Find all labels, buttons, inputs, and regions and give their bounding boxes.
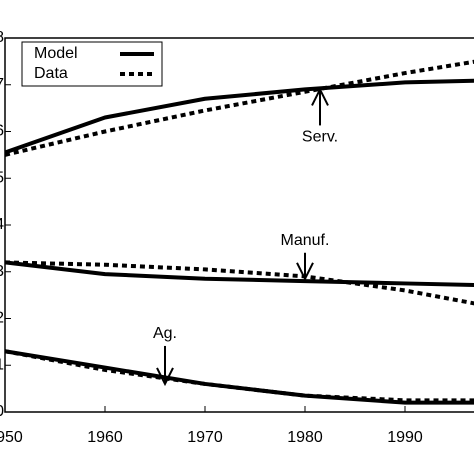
annotation-arrowhead xyxy=(296,262,314,281)
annotation: Serv. xyxy=(302,129,338,146)
y-tick-label: 0 xyxy=(0,403,4,420)
series-line xyxy=(4,78,474,155)
legend-box xyxy=(21,41,163,87)
legend-label: Data xyxy=(34,65,68,82)
x-tick-label: 1960 xyxy=(87,429,123,446)
x-tick-label: 1980 xyxy=(287,429,323,446)
y-tick-label: 2 xyxy=(0,310,4,327)
series-line xyxy=(4,260,474,288)
x-tick-label: 1970 xyxy=(187,429,223,446)
y-tick-label: 3 xyxy=(0,263,4,280)
series-line xyxy=(4,349,474,405)
annotation-arrowhead xyxy=(311,87,329,106)
y-tick-label: 6 xyxy=(0,123,4,140)
x-tick-label: 1990 xyxy=(387,429,423,446)
annotation: Manuf. xyxy=(281,232,330,249)
series-line xyxy=(4,349,474,403)
annotation-arrowhead xyxy=(156,367,174,387)
y-tick-label: 5 xyxy=(0,169,4,186)
y-tick-label: 8 xyxy=(0,29,4,46)
y-tick-label: 1 xyxy=(0,356,4,373)
y-tick-label: 4 xyxy=(0,216,4,233)
annotation: Ag. xyxy=(153,325,177,342)
legend-label: Model xyxy=(34,45,78,62)
x-tick-label: 1950 xyxy=(0,429,23,446)
series-line xyxy=(4,59,474,157)
series-line xyxy=(4,260,474,306)
y-tick-label: 7 xyxy=(0,76,4,93)
